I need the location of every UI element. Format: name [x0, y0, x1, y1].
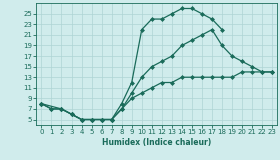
- X-axis label: Humidex (Indice chaleur): Humidex (Indice chaleur): [102, 138, 211, 147]
